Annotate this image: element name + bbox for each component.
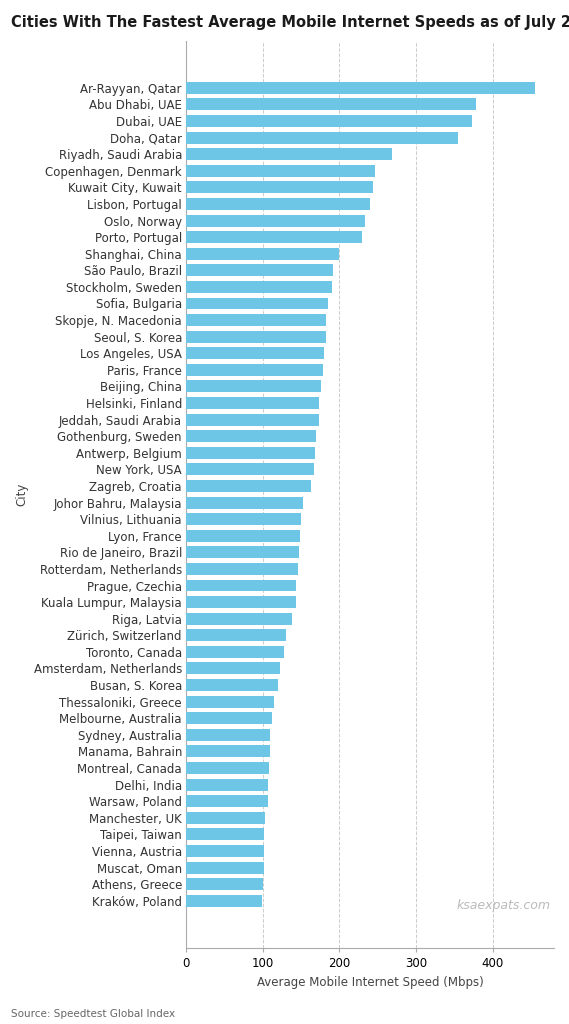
Bar	[186, 547, 299, 558]
Bar	[186, 314, 327, 326]
Bar	[186, 397, 319, 409]
Bar	[186, 861, 263, 873]
X-axis label: Average Mobile Internet Speed (Mbps): Average Mobile Internet Speed (Mbps)	[257, 976, 484, 988]
Bar	[186, 464, 314, 475]
Bar	[186, 796, 268, 807]
Bar	[186, 248, 339, 260]
Y-axis label: City: City	[15, 482, 28, 506]
Bar	[186, 198, 370, 210]
Bar	[186, 446, 315, 459]
Bar	[186, 381, 321, 392]
Bar	[186, 828, 264, 841]
Bar	[186, 98, 476, 111]
Text: ksaexpats.com: ksaexpats.com	[456, 899, 550, 911]
Bar	[186, 497, 303, 509]
Bar	[186, 778, 268, 791]
Text: Source: Speedtest Global Index: Source: Speedtest Global Index	[11, 1009, 175, 1019]
Bar	[186, 729, 270, 740]
Bar	[186, 663, 279, 675]
Bar	[186, 646, 284, 657]
Bar	[186, 364, 323, 376]
Bar	[186, 430, 316, 442]
Bar	[186, 513, 301, 525]
Bar	[186, 879, 263, 890]
Bar	[186, 82, 535, 94]
Bar	[186, 563, 298, 574]
Bar	[186, 181, 373, 194]
Bar	[186, 264, 333, 276]
Bar	[186, 165, 374, 177]
Bar	[186, 695, 274, 708]
Bar	[186, 612, 292, 625]
Text: Cities With The Fastest Average Mobile Internet Speeds as of July 2024: Cities With The Fastest Average Mobile I…	[11, 15, 569, 31]
Bar	[186, 762, 269, 774]
Bar	[186, 580, 296, 592]
Bar	[186, 115, 472, 127]
Bar	[186, 347, 324, 359]
Bar	[186, 132, 458, 143]
Bar	[186, 745, 270, 758]
Bar	[186, 414, 319, 426]
Bar	[186, 231, 362, 243]
Bar	[186, 895, 262, 906]
Bar	[186, 215, 365, 226]
Bar	[186, 812, 265, 823]
Bar	[186, 845, 263, 857]
Bar	[186, 298, 328, 309]
Bar	[186, 529, 300, 542]
Bar	[186, 148, 391, 160]
Bar	[186, 596, 296, 608]
Bar	[186, 630, 286, 641]
Bar	[186, 679, 278, 691]
Bar	[186, 480, 311, 492]
Bar	[186, 713, 272, 724]
Bar	[186, 281, 332, 293]
Bar	[186, 331, 325, 343]
